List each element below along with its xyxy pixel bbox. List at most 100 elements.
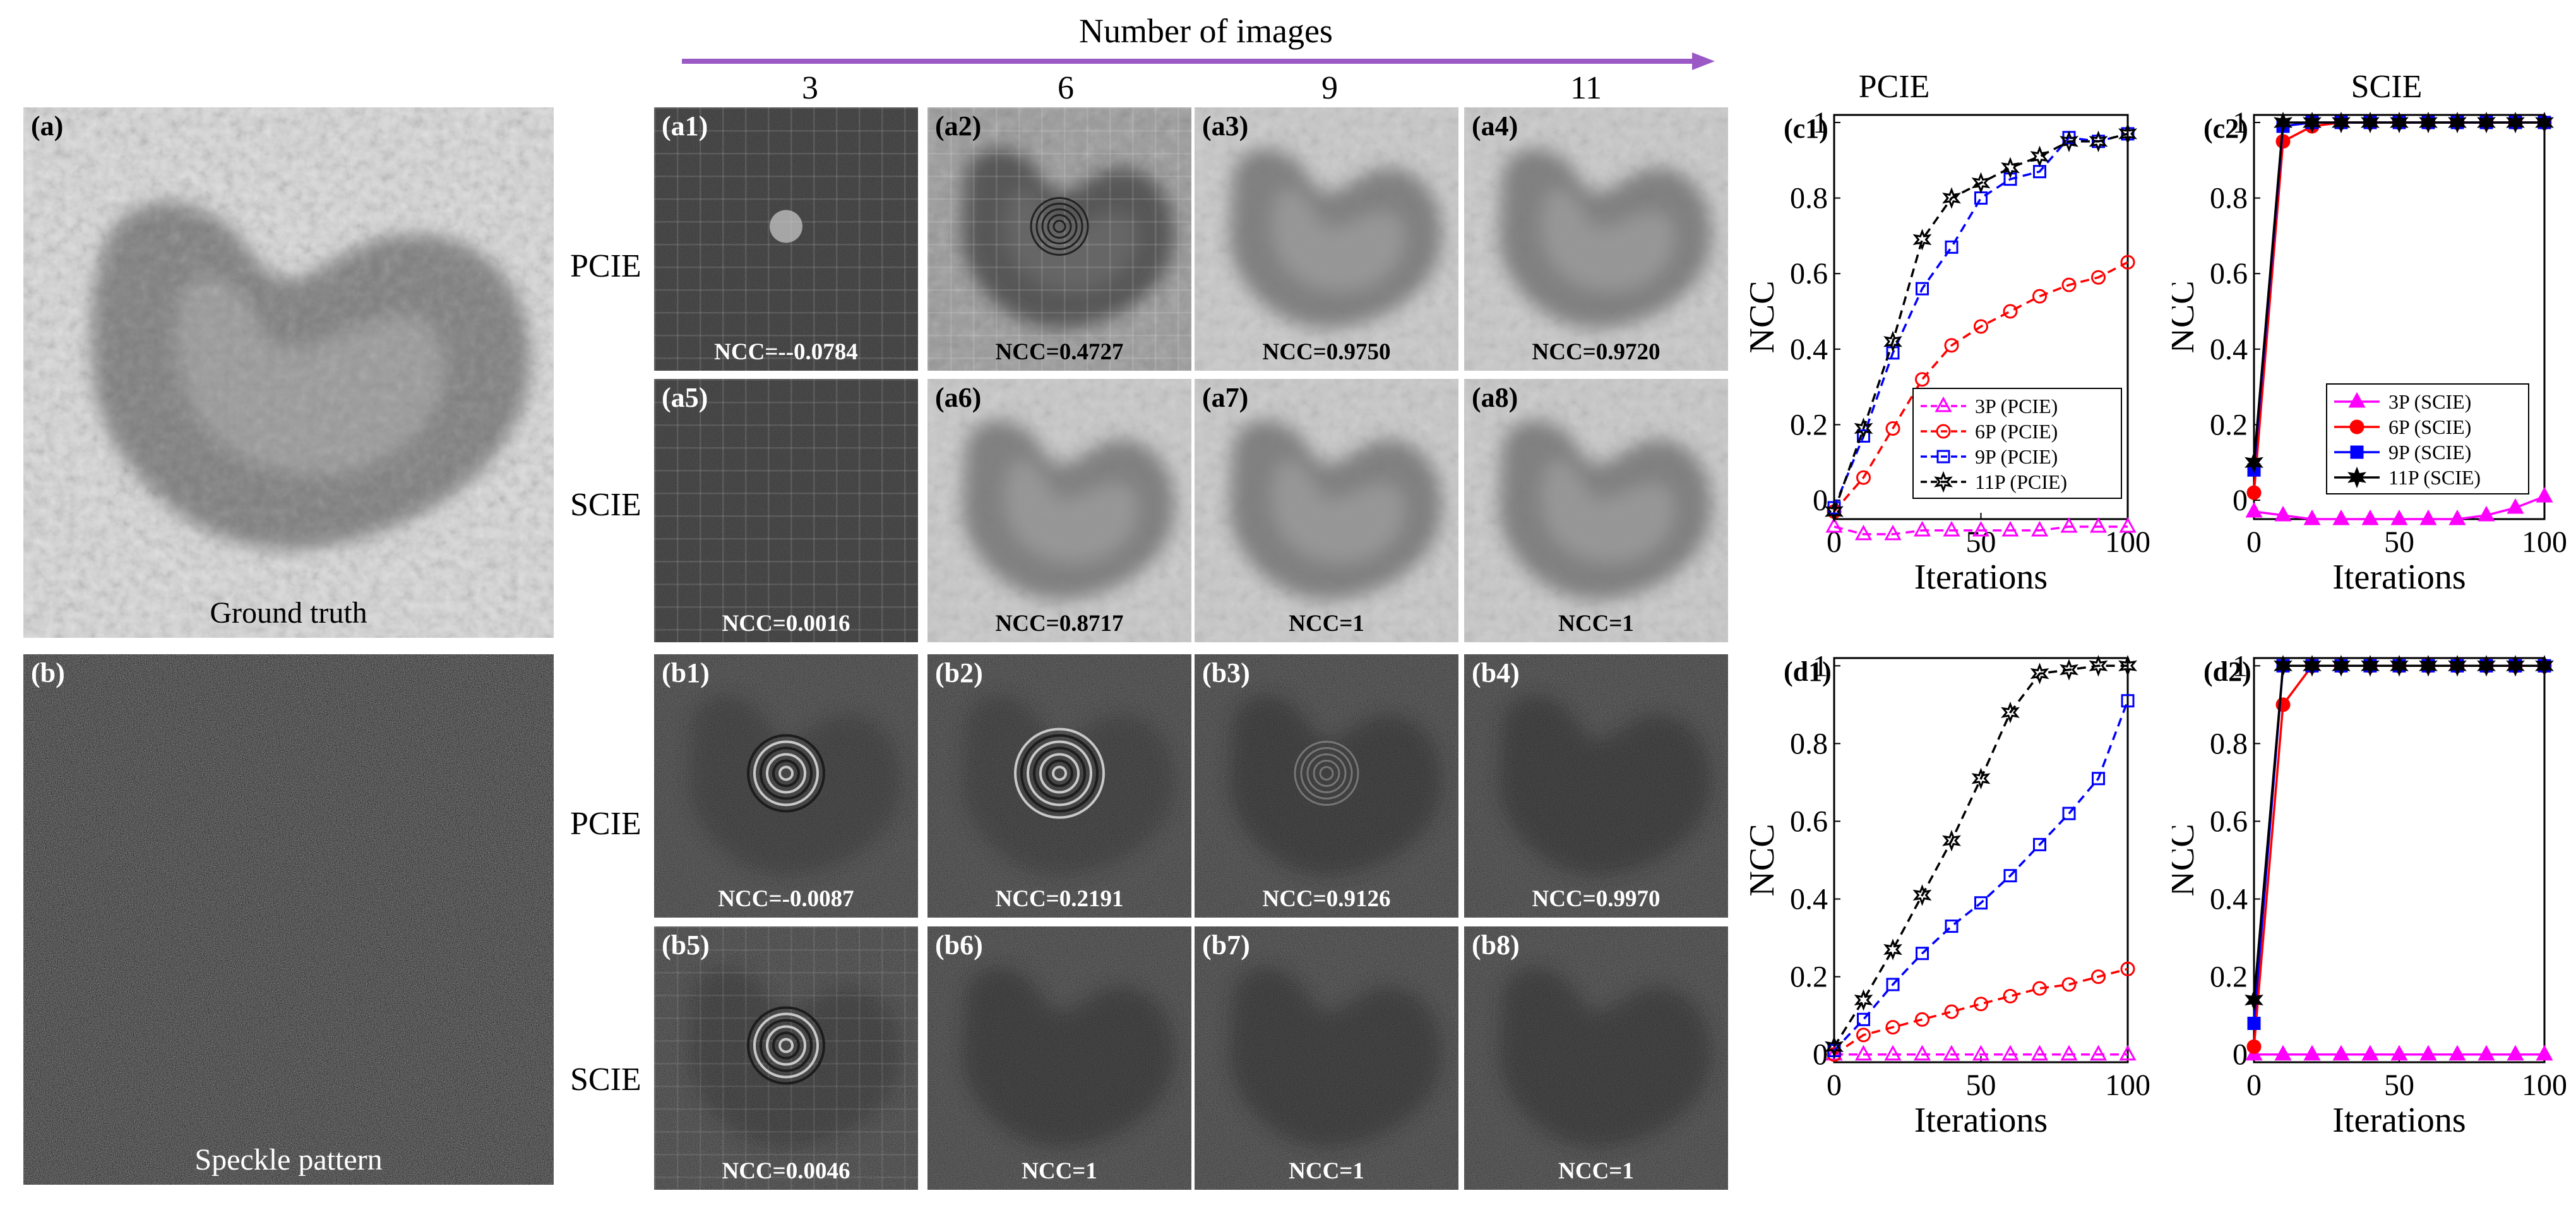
grid-panel-tag: (a2) [935, 111, 982, 141]
data-point [1825, 517, 1843, 533]
grid-panel-tag: (a6) [935, 382, 982, 413]
grid-panel-a4: (a4) NCC=0.9720 [1464, 107, 1728, 371]
x-tick-label: 0 [1827, 1069, 1842, 1102]
data-point [2247, 1016, 2261, 1030]
data-point [2536, 486, 2553, 503]
legend-label: 6P (PCIE) [1975, 420, 2058, 443]
legend-marker [1935, 396, 1952, 412]
data-point [1856, 470, 1871, 485]
chart-tag: (d1) [1784, 656, 1832, 687]
data-point [1884, 1045, 1902, 1061]
chart-tag: (c1) [1784, 113, 1828, 144]
chart-d1: (d1) 0 0.2 0.4 0.6 0.8 1 0 50 100 Iterations NCC [1743, 649, 2150, 1140]
x-tick-label: 50 [2384, 525, 2414, 559]
grid-image [1464, 379, 1728, 642]
series-line [1833, 261, 2128, 513]
grid-image [1464, 654, 1728, 918]
x-tick-label: 0 [2246, 525, 2262, 559]
y-tick-label: 0.6 [1790, 257, 1828, 291]
data-point [2092, 772, 2105, 786]
data-point [2303, 111, 2322, 134]
ncc-value: NCC=0.0016 [722, 611, 850, 637]
data-point [1915, 372, 1929, 387]
ncc-value: NCC=0.2191 [995, 886, 1124, 912]
data-point [1854, 1045, 1873, 1061]
grid-panel-b7: (b7) NCC=1 [1195, 926, 1458, 1190]
data-point [1972, 520, 1990, 537]
grid-panel-tag: (a5) [662, 382, 708, 413]
grid-panel-tag: (a3) [1202, 111, 1249, 141]
data-point [2361, 111, 2380, 134]
data-point [1912, 884, 1932, 906]
legend-marker [2348, 392, 2366, 408]
row-label-b-pcie: PCIE [570, 806, 641, 842]
data-point [2001, 520, 2019, 537]
data-point [2089, 655, 2108, 677]
ncc-value: NCC=0.4727 [995, 339, 1124, 365]
grid-panel-tag: (b5) [662, 930, 710, 961]
x-tick-label: 100 [2105, 1069, 2150, 1102]
legend-label: 11P (PCIE) [1975, 470, 2067, 493]
data-point [2535, 111, 2554, 134]
data-point [1856, 1027, 1871, 1043]
x-axis-label: Iterations [1914, 1101, 2048, 1140]
ground-truth-image [23, 107, 554, 638]
data-point [2246, 1039, 2262, 1054]
grid-panel-b8: (b8) NCC=1 [1464, 926, 1728, 1190]
data-point [1912, 229, 1932, 251]
grid-image [654, 379, 918, 642]
data-point [2060, 517, 2078, 533]
col-label-9: 9 [1321, 70, 1338, 106]
data-point [2089, 517, 2108, 533]
plot-title-pcie: PCIE [1858, 69, 1930, 105]
data-point [2121, 694, 2135, 708]
y-tick-label: 0 [2233, 484, 2248, 517]
legend-label: 6P (SCIE) [2388, 416, 2471, 438]
data-point [2030, 145, 2049, 167]
data-point [2361, 1045, 2379, 1061]
data-point [2535, 655, 2554, 677]
data-point [1974, 896, 1988, 910]
speckle-panel: (b) Speckle pattern [23, 654, 554, 1185]
x-tick-label: 100 [2522, 525, 2567, 559]
grid-image [1195, 654, 1458, 918]
row-label-b-scie: SCIE [570, 1062, 641, 1098]
data-point [2003, 988, 2018, 1003]
data-point [2361, 509, 2379, 525]
grid-image [1464, 926, 1728, 1190]
data-point [2390, 111, 2409, 134]
legend-label: 3P (SCIE) [2388, 390, 2471, 413]
ground-truth-panel: (a) Ground truth [23, 107, 554, 638]
y-tick-label: 1 [2233, 649, 2248, 683]
panel-tag-a: (a) [31, 111, 64, 141]
legend-marker [1936, 424, 1951, 439]
chart-c1: (c1)00.20.40.60.810 50 100IterationsNCC3P … [1743, 106, 2150, 597]
speckle-caption: Speckle pattern [194, 1143, 383, 1177]
grid-panel-tag: (b6) [935, 930, 983, 961]
col-label-3: 3 [802, 70, 818, 106]
data-point [1885, 421, 1900, 436]
grid-panel-a6: (a6) NCC=0.8717 [927, 379, 1191, 642]
data-point [2390, 1045, 2408, 1061]
x-tick-label: 50 [1966, 1069, 1996, 1102]
data-point [2448, 111, 2467, 134]
data-point [2332, 1045, 2350, 1061]
data-point [1854, 524, 1873, 541]
ncc-value: NCC=1 [1558, 611, 1634, 637]
data-point [1971, 172, 1991, 194]
data-point [2001, 157, 2020, 179]
col-label-11: 11 [1570, 70, 1602, 106]
data-point [2119, 1045, 2137, 1061]
data-point [2061, 277, 2077, 292]
grid-panel-tag: (b2) [935, 657, 983, 688]
x-axis-label: Iterations [1914, 558, 2048, 597]
data-point [2089, 130, 2108, 153]
data-point [2089, 1045, 2108, 1061]
panel-tag-b: (b) [31, 657, 65, 688]
row-label-a-pcie: PCIE [570, 248, 641, 284]
data-point [1885, 1020, 1900, 1035]
data-point [1857, 429, 1870, 443]
data-point [2478, 1045, 2495, 1061]
ncc-value: NCC=-0.0087 [718, 886, 854, 912]
y-axis-label: NCC [1743, 280, 1782, 353]
